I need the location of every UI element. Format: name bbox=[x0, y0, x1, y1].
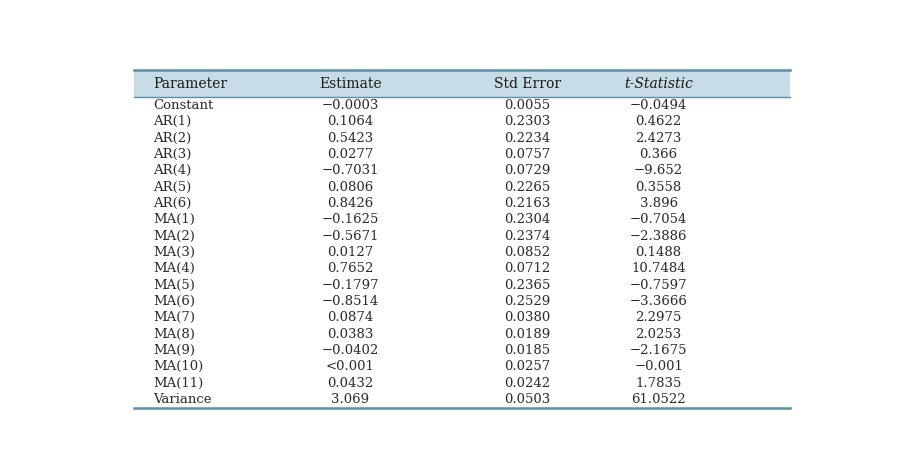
Text: Estimate: Estimate bbox=[319, 77, 381, 91]
Text: MA(8): MA(8) bbox=[153, 328, 196, 341]
Text: 0.0380: 0.0380 bbox=[505, 311, 551, 324]
Text: −0.1625: −0.1625 bbox=[322, 213, 378, 226]
Text: −0.001: −0.001 bbox=[634, 360, 683, 373]
Text: 1.7835: 1.7835 bbox=[635, 377, 682, 390]
Text: AR(4): AR(4) bbox=[153, 164, 192, 177]
Text: 0.0432: 0.0432 bbox=[327, 377, 373, 390]
Text: MA(5): MA(5) bbox=[153, 279, 196, 292]
Text: 0.2234: 0.2234 bbox=[505, 131, 551, 144]
Text: 0.2163: 0.2163 bbox=[505, 197, 551, 210]
Text: 0.0055: 0.0055 bbox=[505, 99, 551, 112]
Text: 0.0189: 0.0189 bbox=[505, 328, 551, 341]
Text: 0.2265: 0.2265 bbox=[505, 180, 551, 193]
Text: MA(6): MA(6) bbox=[153, 295, 196, 308]
Text: −0.5671: −0.5671 bbox=[322, 230, 379, 242]
Text: 0.0806: 0.0806 bbox=[327, 180, 373, 193]
Text: 0.0383: 0.0383 bbox=[327, 328, 373, 341]
Text: Variance: Variance bbox=[153, 393, 212, 406]
Text: 3.896: 3.896 bbox=[640, 197, 678, 210]
Text: t-Statistic: t-Statistic bbox=[624, 77, 693, 91]
Text: <0.001: <0.001 bbox=[326, 360, 375, 373]
Text: 0.2304: 0.2304 bbox=[505, 213, 551, 226]
Text: 0.5423: 0.5423 bbox=[327, 131, 373, 144]
Text: 0.0127: 0.0127 bbox=[327, 246, 373, 259]
Text: 0.0712: 0.0712 bbox=[505, 262, 551, 275]
Text: 10.7484: 10.7484 bbox=[632, 262, 686, 275]
Text: −0.7597: −0.7597 bbox=[630, 279, 687, 292]
Text: MA(2): MA(2) bbox=[153, 230, 196, 242]
Text: 0.0852: 0.0852 bbox=[505, 246, 551, 259]
Text: MA(10): MA(10) bbox=[153, 360, 204, 373]
Text: 0.1488: 0.1488 bbox=[635, 246, 682, 259]
Text: Std Error: Std Error bbox=[494, 77, 561, 91]
Text: MA(7): MA(7) bbox=[153, 311, 196, 324]
Text: 0.0257: 0.0257 bbox=[505, 360, 551, 373]
Text: Constant: Constant bbox=[153, 99, 214, 112]
Text: −2.1675: −2.1675 bbox=[630, 344, 687, 357]
Text: MA(11): MA(11) bbox=[153, 377, 204, 390]
Text: AR(3): AR(3) bbox=[153, 148, 192, 161]
Text: 61.0522: 61.0522 bbox=[632, 393, 686, 406]
Text: AR(5): AR(5) bbox=[153, 180, 192, 193]
Text: 0.2374: 0.2374 bbox=[505, 230, 551, 242]
Text: MA(3): MA(3) bbox=[153, 246, 196, 259]
Text: 0.3558: 0.3558 bbox=[635, 180, 682, 193]
Text: −0.0402: −0.0402 bbox=[322, 344, 378, 357]
Text: AR(6): AR(6) bbox=[153, 197, 192, 210]
Text: 0.1064: 0.1064 bbox=[327, 115, 373, 128]
Text: −3.3666: −3.3666 bbox=[630, 295, 687, 308]
Text: 2.4273: 2.4273 bbox=[635, 131, 682, 144]
Text: 0.0277: 0.0277 bbox=[327, 148, 373, 161]
Text: −0.8514: −0.8514 bbox=[322, 295, 378, 308]
Text: 0.4622: 0.4622 bbox=[635, 115, 682, 128]
Text: 2.0253: 2.0253 bbox=[635, 328, 682, 341]
Text: 0.366: 0.366 bbox=[640, 148, 678, 161]
Text: −0.0003: −0.0003 bbox=[322, 99, 378, 112]
Bar bbox=[133, 70, 790, 97]
Text: 0.0503: 0.0503 bbox=[505, 393, 551, 406]
Text: MA(1): MA(1) bbox=[153, 213, 196, 226]
Text: Parameter: Parameter bbox=[153, 77, 227, 91]
Text: −2.3886: −2.3886 bbox=[630, 230, 687, 242]
Text: −0.7054: −0.7054 bbox=[630, 213, 687, 226]
Text: 0.0242: 0.0242 bbox=[505, 377, 551, 390]
Text: 0.0757: 0.0757 bbox=[505, 148, 551, 161]
Text: 0.2365: 0.2365 bbox=[505, 279, 551, 292]
Text: −0.0494: −0.0494 bbox=[630, 99, 687, 112]
Text: AR(2): AR(2) bbox=[153, 131, 192, 144]
Text: −0.7031: −0.7031 bbox=[322, 164, 379, 177]
Text: 3.069: 3.069 bbox=[331, 393, 369, 406]
Text: 0.0729: 0.0729 bbox=[505, 164, 551, 177]
Text: −9.652: −9.652 bbox=[634, 164, 683, 177]
Text: 0.2303: 0.2303 bbox=[505, 115, 551, 128]
Text: 0.7652: 0.7652 bbox=[327, 262, 373, 275]
Text: MA(4): MA(4) bbox=[153, 262, 196, 275]
Text: 0.0185: 0.0185 bbox=[505, 344, 551, 357]
Text: AR(1): AR(1) bbox=[153, 115, 192, 128]
Text: 2.2975: 2.2975 bbox=[635, 311, 682, 324]
Text: 0.0874: 0.0874 bbox=[327, 311, 373, 324]
Text: 0.8426: 0.8426 bbox=[327, 197, 373, 210]
Text: 0.2529: 0.2529 bbox=[505, 295, 551, 308]
Text: −0.1797: −0.1797 bbox=[322, 279, 379, 292]
Text: MA(9): MA(9) bbox=[153, 344, 196, 357]
